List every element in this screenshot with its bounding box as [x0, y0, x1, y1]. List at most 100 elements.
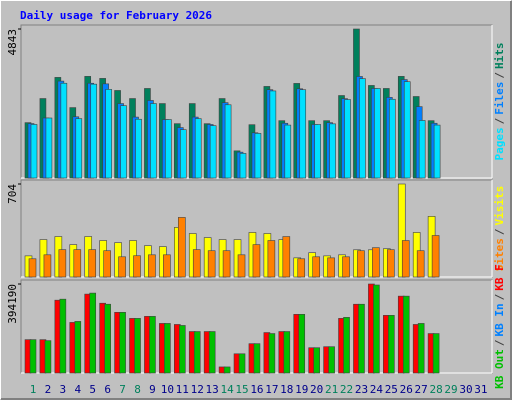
- bar: [73, 249, 82, 278]
- x-tick-label: 24: [370, 383, 384, 396]
- bar: [373, 284, 380, 374]
- y-tick-label: 4843: [6, 29, 19, 56]
- x-tick-label: 23: [355, 383, 368, 396]
- bar: [178, 217, 186, 278]
- x-tick-label: 10: [161, 383, 174, 396]
- bar: [135, 118, 142, 179]
- bar: [297, 258, 306, 278]
- bar: [89, 292, 97, 374]
- bar: [433, 124, 441, 179]
- bar: [372, 247, 380, 278]
- bar: [133, 255, 141, 278]
- x-tick-label: 27: [415, 383, 428, 396]
- bar: [298, 314, 306, 374]
- x-tick-label: 31: [474, 383, 487, 396]
- x-tick-label: 26: [400, 383, 413, 396]
- bar: [119, 312, 126, 374]
- bar: [284, 124, 292, 179]
- x-tick-label: 11: [176, 383, 189, 396]
- bar: [268, 333, 276, 374]
- x-tick-label: 18: [280, 383, 293, 396]
- bar: [313, 347, 320, 374]
- legend-separator: /: [493, 228, 506, 235]
- legend-entry: Pages: [493, 127, 506, 160]
- legend-separator: /: [493, 293, 506, 300]
- bar: [431, 235, 440, 278]
- bar: [58, 249, 67, 278]
- x-tick-label: 4: [74, 383, 81, 396]
- bar: [359, 78, 366, 179]
- y-tick-label: 394190: [6, 284, 19, 324]
- bar: [312, 256, 320, 278]
- x-tick-label: 5: [89, 383, 96, 396]
- bar: [269, 90, 277, 179]
- legend: Sites / Visits: [493, 186, 506, 272]
- bar: [432, 333, 440, 374]
- x-tick-label: 3: [60, 383, 67, 396]
- bar: [193, 331, 201, 374]
- bar: [90, 83, 98, 179]
- bar: [299, 89, 307, 179]
- bar: [329, 123, 336, 179]
- bar: [327, 257, 335, 278]
- bar: [150, 103, 157, 179]
- bar: [60, 82, 68, 179]
- bar: [388, 315, 395, 374]
- bar: [397, 183, 406, 278]
- bar: [134, 318, 141, 374]
- bar: [403, 81, 411, 179]
- bar: [357, 250, 365, 278]
- y-tick-label: 704: [6, 184, 19, 204]
- legend: KB Out / KB In / KB F: [493, 264, 506, 389]
- legend-entry: Sites: [493, 238, 506, 271]
- bar: [254, 133, 262, 179]
- bar: [402, 295, 410, 374]
- bar: [417, 323, 425, 374]
- x-tick-label: 12: [191, 383, 204, 396]
- bar: [30, 124, 38, 179]
- x-tick-label: 29: [444, 383, 457, 396]
- bar: [207, 250, 216, 278]
- legend-entry: KB In: [493, 303, 506, 336]
- x-tick-label: 15: [235, 383, 248, 396]
- bar: [165, 119, 172, 179]
- chart-title: Daily usage for February 2026: [20, 9, 212, 22]
- bar: [343, 317, 350, 374]
- bar: [358, 303, 365, 374]
- bar: [29, 339, 37, 374]
- x-tick-label: 6: [104, 383, 111, 396]
- bar: [148, 254, 156, 278]
- x-tick-label: 8: [134, 383, 141, 396]
- bar: [416, 250, 425, 278]
- bar: [59, 298, 67, 374]
- bar: [224, 104, 232, 179]
- bar: [267, 240, 276, 278]
- x-tick-label: 28: [429, 383, 442, 396]
- bar: [328, 346, 335, 374]
- bar: [344, 99, 351, 179]
- bar: [387, 249, 395, 278]
- bar: [74, 321, 82, 374]
- bar: [389, 98, 396, 179]
- x-tick-label: 21: [325, 383, 338, 396]
- bar: [163, 254, 171, 278]
- bar: [374, 88, 381, 179]
- bar: [401, 240, 410, 278]
- x-tick-label: 14: [220, 383, 234, 396]
- x-tick-label: 22: [340, 383, 353, 396]
- bar: [223, 366, 231, 374]
- bar: [28, 258, 37, 278]
- x-tick-label: 25: [385, 383, 398, 396]
- x-tick-label: 30: [459, 383, 472, 396]
- bar: [222, 250, 231, 278]
- bar: [104, 303, 111, 374]
- bar: [164, 323, 171, 374]
- bar: [208, 331, 216, 374]
- x-tick-label: 17: [265, 383, 278, 396]
- bar: [283, 331, 291, 374]
- bar: [120, 105, 127, 179]
- bar: [192, 249, 201, 278]
- legend-entry: Visits: [493, 186, 506, 226]
- bar: [238, 353, 246, 374]
- bar: [342, 256, 350, 278]
